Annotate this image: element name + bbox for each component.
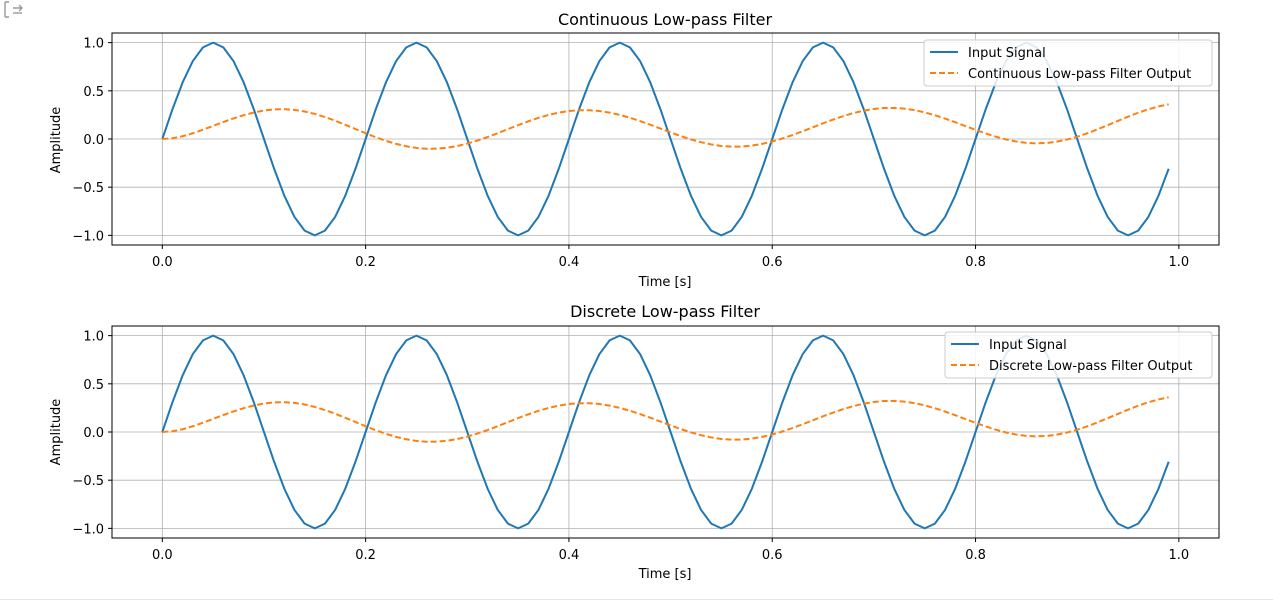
series-line-output bbox=[162, 103, 1169, 150]
x-tick-label: 0.0 bbox=[152, 548, 173, 563]
y-tick-label: 0.0 bbox=[83, 426, 104, 441]
y-tick-label: 1.0 bbox=[83, 37, 104, 52]
ticks: 0.0 0.2 0.4 0.6 0.8 1.0 1.0 0.5 0.0 −0.5 −1.0 bbox=[72, 37, 1189, 270]
y-tick-label: −0.5 bbox=[72, 474, 104, 489]
y-tick-label: 1.0 bbox=[83, 330, 104, 345]
y-tick-label: 0.5 bbox=[83, 378, 104, 393]
y-tick-label: −0.5 bbox=[72, 181, 104, 196]
cell-divider bbox=[0, 599, 1273, 600]
legend: Input Signal Discrete Low-pass Filter Ou… bbox=[944, 331, 1213, 379]
x-tick-label: 0.2 bbox=[355, 255, 376, 270]
x-tick-label: 0.0 bbox=[152, 255, 173, 270]
x-tick-label: 1.0 bbox=[1169, 548, 1190, 563]
subplot-discrete: Discrete Low-pass Filter 0.0 0.2 0.4 0.6 0.8… bbox=[49, 302, 1220, 582]
x-tick-label: 0.8 bbox=[965, 548, 986, 563]
x-tick-label: 0.8 bbox=[965, 255, 986, 270]
series-line-output bbox=[162, 396, 1169, 443]
x-tick-label: 0.2 bbox=[355, 548, 376, 563]
output-collapse-icon[interactable] bbox=[3, 0, 25, 20]
subplot-continuous: Continuous Low-pass Filter 0.0 0.2 0.4 0.6 0… bbox=[49, 10, 1220, 290]
y-tick-label: 0.5 bbox=[83, 85, 104, 100]
legend: Input Signal Continuous Low-pass Filter … bbox=[923, 39, 1213, 87]
legend-label-output: Discrete Low-pass Filter Output bbox=[989, 359, 1193, 374]
y-tick-label: −1.0 bbox=[72, 229, 104, 244]
y-tick-label: 0.0 bbox=[83, 133, 104, 148]
legend-label-output: Continuous Low-pass Filter Output bbox=[968, 67, 1191, 82]
chart-title: Discrete Low-pass Filter bbox=[570, 302, 760, 321]
x-axis-label: Time [s] bbox=[638, 567, 692, 582]
ticks: 0.0 0.2 0.4 0.6 0.8 1.0 1.0 0.5 0.0 −0.5 −1.0 bbox=[72, 330, 1189, 563]
chart-title: Continuous Low-pass Filter bbox=[558, 10, 773, 29]
x-axis-label: Time [s] bbox=[638, 275, 692, 290]
y-tick-label: −1.0 bbox=[72, 522, 104, 537]
x-tick-label: 1.0 bbox=[1169, 255, 1190, 270]
legend-label-input: Input Signal bbox=[968, 46, 1046, 61]
y-axis-label: Amplitude bbox=[49, 399, 64, 466]
x-tick-label: 0.6 bbox=[762, 548, 783, 563]
y-axis-label: Amplitude bbox=[49, 107, 64, 174]
legend-label-input: Input Signal bbox=[989, 338, 1067, 353]
x-tick-label: 0.4 bbox=[559, 548, 580, 563]
x-tick-label: 0.4 bbox=[559, 255, 580, 270]
x-tick-label: 0.6 bbox=[762, 255, 783, 270]
